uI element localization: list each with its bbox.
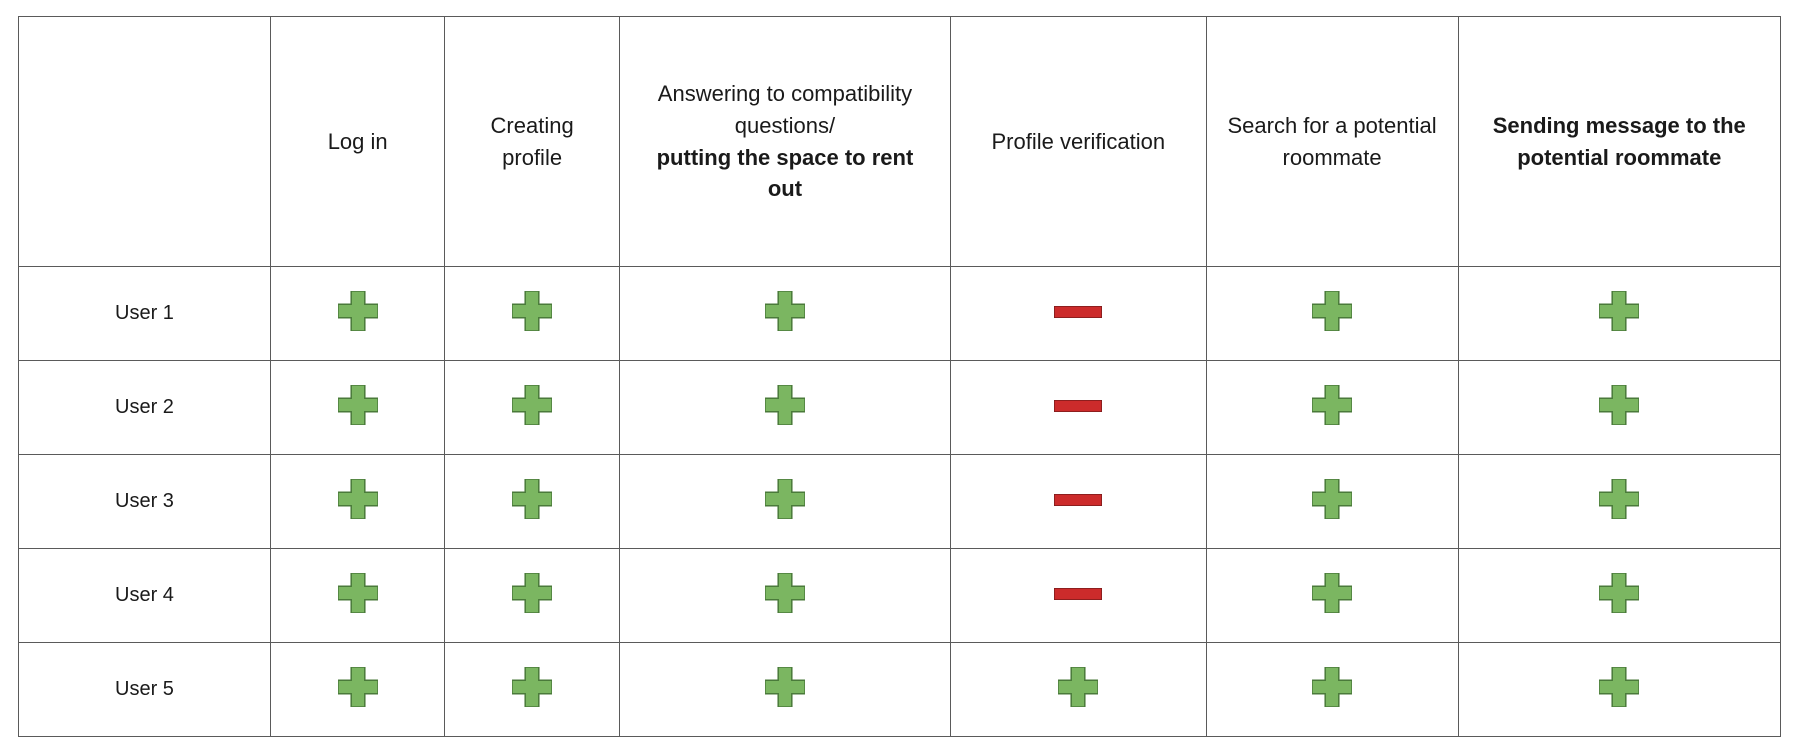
results-matrix-table: Log in Creating profile Answering to compa…	[18, 16, 1781, 737]
result-cell	[1458, 267, 1780, 361]
column-header-text: Profile verification	[992, 129, 1166, 154]
column-header-6: Sending message to the potential roommat…	[1458, 17, 1780, 267]
plus-icon	[765, 667, 805, 707]
row-label: User 4	[19, 549, 271, 643]
column-header-0	[19, 17, 271, 267]
result-cell	[619, 361, 950, 455]
plus-icon	[765, 291, 805, 331]
plus-icon	[1312, 573, 1352, 613]
result-cell	[1206, 267, 1458, 361]
column-header-bold: putting the space to rent out	[657, 145, 914, 202]
row-label: User 3	[19, 455, 271, 549]
plus-icon	[1599, 291, 1639, 331]
plus-icon	[765, 573, 805, 613]
result-cell	[1206, 549, 1458, 643]
plus-icon	[338, 385, 378, 425]
minus-icon	[1054, 494, 1102, 506]
result-cell	[445, 267, 619, 361]
result-cell	[951, 643, 1206, 737]
column-header-2: Creating profile	[445, 17, 619, 267]
column-header-5: Search for a potential roommate	[1206, 17, 1458, 267]
result-cell	[1458, 455, 1780, 549]
plus-icon	[512, 667, 552, 707]
column-header-text: Search for a potential roommate	[1227, 113, 1436, 170]
plus-icon	[338, 667, 378, 707]
plus-icon	[1599, 573, 1639, 613]
table-row: User 2	[19, 361, 1781, 455]
row-label: User 1	[19, 267, 271, 361]
plus-icon	[512, 479, 552, 519]
column-header-3: Answering to compatibility questions/put…	[619, 17, 950, 267]
column-header-4: Profile verification	[951, 17, 1206, 267]
plus-icon	[765, 479, 805, 519]
result-cell	[1206, 361, 1458, 455]
column-header-text: Creating profile	[491, 113, 574, 170]
row-label: User 5	[19, 643, 271, 737]
result-cell	[270, 455, 444, 549]
column-header-text: Log in	[328, 129, 388, 154]
result-cell	[1458, 643, 1780, 737]
table-row: User 5	[19, 643, 1781, 737]
minus-icon	[1054, 400, 1102, 412]
column-header-text: Answering to compatibility questions/	[658, 81, 912, 138]
plus-icon	[1312, 479, 1352, 519]
plus-icon	[1599, 479, 1639, 519]
result-cell	[270, 549, 444, 643]
column-header-bold: Sending message to the potential roommat…	[1493, 113, 1746, 170]
result-cell	[951, 361, 1206, 455]
row-label: User 2	[19, 361, 271, 455]
result-cell	[951, 267, 1206, 361]
plus-icon	[1312, 291, 1352, 331]
plus-icon	[512, 573, 552, 613]
plus-icon	[1599, 385, 1639, 425]
minus-icon	[1054, 588, 1102, 600]
plus-icon	[1312, 667, 1352, 707]
table-header-row: Log in Creating profile Answering to compa…	[19, 17, 1781, 267]
result-cell	[445, 549, 619, 643]
plus-icon	[338, 291, 378, 331]
plus-icon	[765, 385, 805, 425]
result-cell	[270, 267, 444, 361]
plus-icon	[338, 573, 378, 613]
result-cell	[619, 267, 950, 361]
result-cell	[1458, 549, 1780, 643]
plus-icon	[1058, 667, 1098, 707]
table-row: User 4	[19, 549, 1781, 643]
minus-icon	[1054, 306, 1102, 318]
result-cell	[619, 455, 950, 549]
plus-icon	[1312, 385, 1352, 425]
result-cell	[445, 643, 619, 737]
result-cell	[1206, 643, 1458, 737]
result-cell	[619, 643, 950, 737]
result-cell	[619, 549, 950, 643]
result-cell	[445, 455, 619, 549]
plus-icon	[512, 291, 552, 331]
table-row: User 3	[19, 455, 1781, 549]
table-row: User 1	[19, 267, 1781, 361]
plus-icon	[1599, 667, 1639, 707]
result-cell	[951, 455, 1206, 549]
result-cell	[1206, 455, 1458, 549]
result-cell	[270, 643, 444, 737]
column-header-1: Log in	[270, 17, 444, 267]
result-cell	[445, 361, 619, 455]
plus-icon	[338, 479, 378, 519]
plus-icon	[512, 385, 552, 425]
result-cell	[951, 549, 1206, 643]
result-cell	[1458, 361, 1780, 455]
result-cell	[270, 361, 444, 455]
